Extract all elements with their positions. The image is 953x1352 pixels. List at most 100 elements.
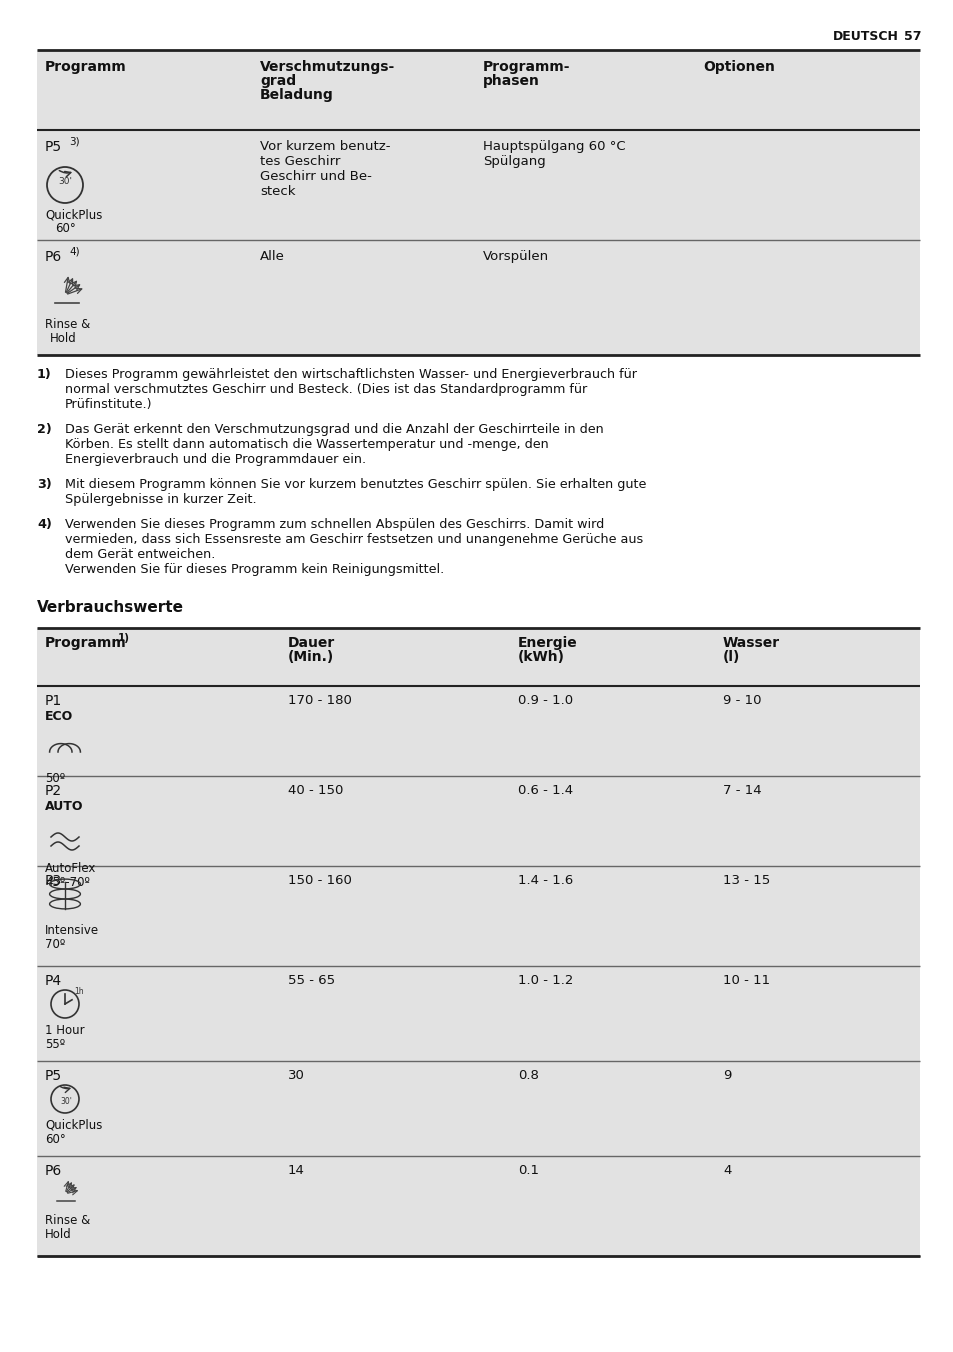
Text: P1: P1 — [45, 694, 62, 708]
Text: Dieses Programm gewährleistet den wirtschaftlichsten Wasser- und Energieverbrauc: Dieses Programm gewährleistet den wirtsc… — [65, 368, 637, 381]
Text: Programm: Programm — [45, 635, 127, 650]
Text: 1.4 - 1.6: 1.4 - 1.6 — [517, 873, 573, 887]
Text: Wasser: Wasser — [722, 635, 780, 650]
Text: P6: P6 — [45, 250, 62, 264]
Text: Rinse &: Rinse & — [45, 1214, 91, 1228]
Text: 1.0 - 1.2: 1.0 - 1.2 — [517, 973, 573, 987]
Text: 4): 4) — [69, 247, 79, 257]
Text: 45º-70º: 45º-70º — [45, 876, 90, 890]
Text: 4): 4) — [37, 518, 51, 531]
Text: Vorspülen: Vorspülen — [482, 250, 549, 264]
Text: 1): 1) — [118, 633, 130, 644]
Text: 1h: 1h — [74, 987, 84, 995]
Text: Hold: Hold — [50, 333, 76, 345]
Bar — [37, 627, 919, 685]
Bar — [37, 50, 919, 130]
Text: 0.9 - 1.0: 0.9 - 1.0 — [517, 694, 573, 707]
Text: 3): 3) — [37, 479, 51, 491]
Text: Verwenden Sie dieses Programm zum schnellen Abspülen des Geschirrs. Damit wird: Verwenden Sie dieses Programm zum schnel… — [65, 518, 603, 531]
Text: Vor kurzem benutz-: Vor kurzem benutz- — [260, 141, 390, 153]
Text: 2): 2) — [37, 423, 51, 435]
Bar — [37, 130, 919, 241]
Text: 57: 57 — [903, 30, 921, 43]
Text: 0.6 - 1.4: 0.6 - 1.4 — [517, 784, 573, 796]
Text: ECO: ECO — [45, 710, 73, 723]
Text: Optionen: Optionen — [702, 59, 774, 74]
Text: normal verschmutztes Geschirr und Besteck. (Dies ist das Standardprogramm für: normal verschmutztes Geschirr und Bestec… — [65, 383, 587, 396]
Text: Das Gerät erkennt den Verschmutzungsgrad und die Anzahl der Geschirrteile in den: Das Gerät erkennt den Verschmutzungsgrad… — [65, 423, 603, 435]
Text: Verschmutzungs-: Verschmutzungs- — [260, 59, 395, 74]
Text: Körben. Es stellt dann automatisch die Wassertemperatur und -menge, den: Körben. Es stellt dann automatisch die W… — [65, 438, 548, 452]
Text: 150 - 160: 150 - 160 — [288, 873, 352, 887]
Text: (l): (l) — [722, 650, 740, 664]
Text: Verwenden Sie für dieses Programm kein Reinigungsmittel.: Verwenden Sie für dieses Programm kein R… — [65, 562, 444, 576]
Text: Beladung: Beladung — [260, 88, 334, 101]
Text: Intensive: Intensive — [45, 923, 99, 937]
Text: P3: P3 — [45, 873, 62, 888]
Text: tes Geschirr: tes Geschirr — [260, 155, 340, 168]
Text: 55 - 65: 55 - 65 — [288, 973, 335, 987]
Text: Rinse &: Rinse & — [45, 318, 91, 331]
Text: 1): 1) — [37, 368, 51, 381]
Text: Spülgang: Spülgang — [482, 155, 545, 168]
Bar — [37, 241, 919, 356]
Text: Programm: Programm — [45, 59, 127, 74]
Text: QuickPlus: QuickPlus — [45, 1119, 102, 1132]
Text: 170 - 180: 170 - 180 — [288, 694, 352, 707]
Text: AutoFlex: AutoFlex — [45, 863, 96, 875]
Text: AUTO: AUTO — [45, 800, 84, 813]
Text: Verbrauchswerte: Verbrauchswerte — [37, 600, 184, 615]
Text: 40 - 150: 40 - 150 — [288, 784, 343, 796]
Text: 9: 9 — [722, 1069, 731, 1082]
Bar — [37, 1156, 919, 1256]
Text: 10 - 11: 10 - 11 — [722, 973, 769, 987]
Bar — [37, 685, 919, 776]
Text: Programm-: Programm- — [482, 59, 570, 74]
Text: 30': 30' — [58, 177, 71, 187]
Text: Prüfinstitute.): Prüfinstitute.) — [65, 397, 152, 411]
Text: P5: P5 — [45, 1069, 62, 1083]
Text: Spülergebnisse in kurzer Zeit.: Spülergebnisse in kurzer Zeit. — [65, 493, 256, 506]
Text: P4: P4 — [45, 973, 62, 988]
Text: 0.8: 0.8 — [517, 1069, 538, 1082]
Bar — [37, 867, 919, 965]
Text: Geschirr und Be-: Geschirr und Be- — [260, 170, 372, 183]
Text: Hold: Hold — [45, 1228, 71, 1241]
Text: Hauptspülgang 60 °C: Hauptspülgang 60 °C — [482, 141, 625, 153]
Text: 0.1: 0.1 — [517, 1164, 538, 1178]
Bar — [37, 965, 919, 1061]
Text: 70º: 70º — [45, 938, 65, 950]
Text: 60°: 60° — [45, 1133, 66, 1146]
Text: 14: 14 — [288, 1164, 305, 1178]
Text: QuickPlus: QuickPlus — [45, 208, 102, 220]
Text: (kWh): (kWh) — [517, 650, 564, 664]
Text: (Min.): (Min.) — [288, 650, 334, 664]
Text: 1 Hour: 1 Hour — [45, 1023, 85, 1037]
Text: phasen: phasen — [482, 74, 539, 88]
Text: 55º: 55º — [45, 1038, 65, 1051]
Text: 30: 30 — [288, 1069, 305, 1082]
Text: Energieverbrauch und die Programmdauer ein.: Energieverbrauch und die Programmdauer e… — [65, 453, 366, 466]
Text: dem Gerät entweichen.: dem Gerät entweichen. — [65, 548, 215, 561]
Bar — [37, 776, 919, 867]
Text: Alle: Alle — [260, 250, 285, 264]
Text: 50º: 50º — [45, 772, 65, 786]
Text: 13 - 15: 13 - 15 — [722, 873, 769, 887]
Text: Mit diesem Programm können Sie vor kurzem benutztes Geschirr spülen. Sie erhalte: Mit diesem Programm können Sie vor kurze… — [65, 479, 646, 491]
Text: steck: steck — [260, 185, 295, 197]
Text: P5: P5 — [45, 141, 62, 154]
Text: 3): 3) — [69, 137, 79, 147]
Text: P2: P2 — [45, 784, 62, 798]
Text: Dauer: Dauer — [288, 635, 335, 650]
Text: 9 - 10: 9 - 10 — [722, 694, 760, 707]
Text: DEUTSCH: DEUTSCH — [832, 30, 898, 43]
Text: 60°: 60° — [55, 222, 75, 235]
Text: grad: grad — [260, 74, 295, 88]
Text: vermieden, dass sich Essensreste am Geschirr festsetzen und unangenehme Gerüche : vermieden, dass sich Essensreste am Gesc… — [65, 533, 642, 546]
Text: 7 - 14: 7 - 14 — [722, 784, 760, 796]
Text: Energie: Energie — [517, 635, 578, 650]
Text: 4: 4 — [722, 1164, 731, 1178]
Bar — [37, 1061, 919, 1156]
Text: P6: P6 — [45, 1164, 62, 1178]
Text: 30': 30' — [60, 1096, 71, 1106]
